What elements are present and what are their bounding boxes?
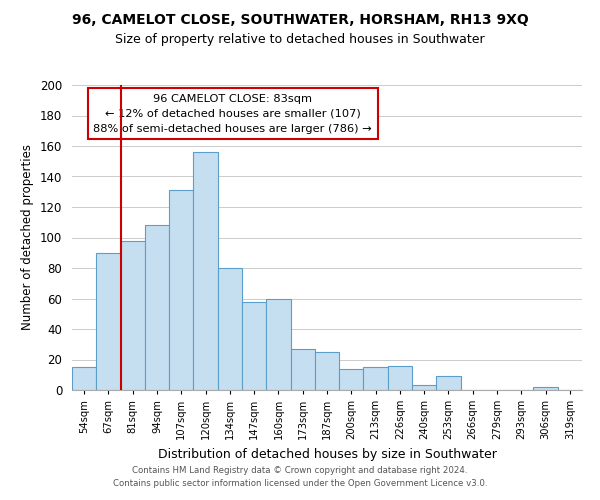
- Text: 96 CAMELOT CLOSE: 83sqm
← 12% of detached houses are smaller (107)
88% of semi-d: 96 CAMELOT CLOSE: 83sqm ← 12% of detache…: [94, 94, 372, 134]
- Bar: [290, 349, 315, 390]
- Y-axis label: Number of detached properties: Number of detached properties: [22, 144, 34, 330]
- X-axis label: Distribution of detached houses by size in Southwater: Distribution of detached houses by size …: [158, 448, 496, 460]
- Bar: [315, 352, 339, 390]
- Bar: [145, 226, 169, 390]
- Bar: [266, 298, 290, 390]
- Bar: [339, 368, 364, 390]
- Bar: [193, 152, 218, 390]
- Bar: [169, 190, 193, 390]
- Bar: [72, 367, 96, 390]
- Bar: [412, 386, 436, 390]
- Bar: [242, 302, 266, 390]
- Bar: [364, 367, 388, 390]
- Bar: [121, 240, 145, 390]
- Bar: [388, 366, 412, 390]
- Bar: [533, 387, 558, 390]
- Bar: [218, 268, 242, 390]
- Text: 96, CAMELOT CLOSE, SOUTHWATER, HORSHAM, RH13 9XQ: 96, CAMELOT CLOSE, SOUTHWATER, HORSHAM, …: [71, 12, 529, 26]
- Bar: [96, 253, 121, 390]
- Bar: [436, 376, 461, 390]
- Text: Contains HM Land Registry data © Crown copyright and database right 2024.
Contai: Contains HM Land Registry data © Crown c…: [113, 466, 487, 487]
- Text: Size of property relative to detached houses in Southwater: Size of property relative to detached ho…: [115, 32, 485, 46]
